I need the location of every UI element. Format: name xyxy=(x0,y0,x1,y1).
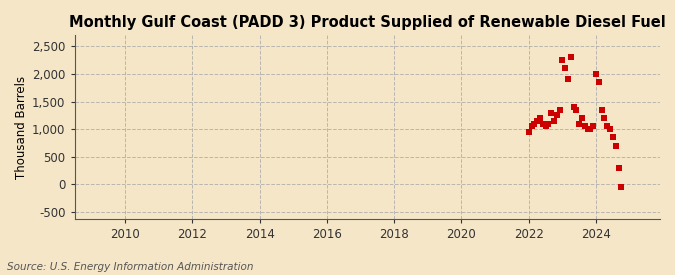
Point xyxy=(588,124,599,128)
Text: Source: U.S. Energy Information Administration: Source: U.S. Energy Information Administ… xyxy=(7,262,253,272)
Point xyxy=(613,166,624,170)
Point xyxy=(596,108,607,112)
Point xyxy=(523,130,534,134)
Point xyxy=(568,105,579,109)
Point xyxy=(608,135,618,140)
Point xyxy=(540,124,551,128)
Point xyxy=(585,127,596,131)
Point xyxy=(605,127,616,131)
Point xyxy=(574,121,585,126)
Point xyxy=(616,185,626,189)
Point xyxy=(526,124,537,128)
Point xyxy=(529,121,540,126)
Point xyxy=(566,55,576,60)
Point xyxy=(579,124,590,128)
Point xyxy=(551,113,562,117)
Point xyxy=(546,110,557,115)
Point xyxy=(549,119,560,123)
Point xyxy=(593,80,604,84)
Point xyxy=(563,77,574,82)
Point xyxy=(560,66,570,71)
Point xyxy=(576,116,587,120)
Point xyxy=(535,116,545,120)
Point xyxy=(571,108,582,112)
Point xyxy=(583,127,593,131)
Y-axis label: Thousand Barrels: Thousand Barrels xyxy=(15,75,28,178)
Point xyxy=(537,121,548,126)
Point xyxy=(602,124,613,128)
Title: Monthly Gulf Coast (PADD 3) Product Supplied of Renewable Diesel Fuel: Monthly Gulf Coast (PADD 3) Product Supp… xyxy=(69,15,666,30)
Point xyxy=(554,108,565,112)
Point xyxy=(591,72,601,76)
Point xyxy=(610,144,621,148)
Point xyxy=(543,121,554,126)
Point xyxy=(532,119,543,123)
Point xyxy=(599,116,610,120)
Point xyxy=(557,58,568,62)
